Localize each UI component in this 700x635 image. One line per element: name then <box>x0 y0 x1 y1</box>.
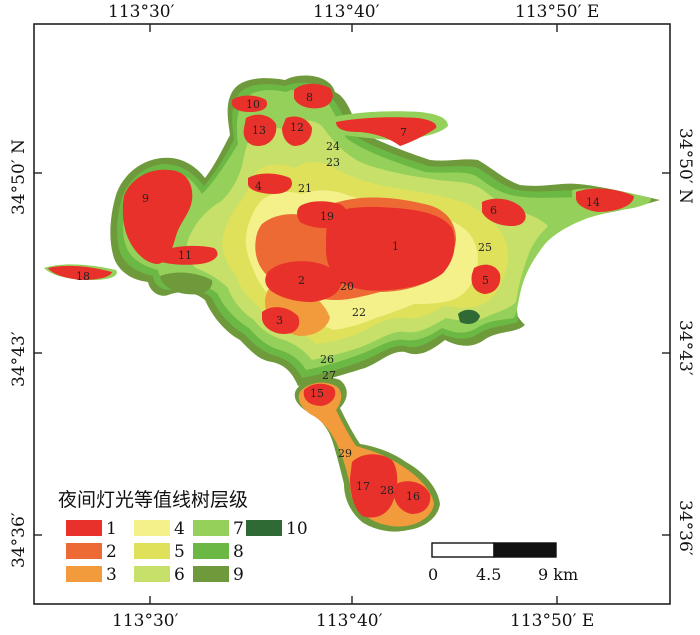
region-zone-11 <box>156 245 218 265</box>
zone-label-19: 19 <box>320 210 334 223</box>
zone-label-20: 20 <box>340 280 354 293</box>
legend-swatch-8 <box>193 543 229 559</box>
legend-swatch-6 <box>134 566 170 582</box>
lat-label-right-1: 34°50′ N <box>675 128 695 204</box>
scale-bar-white-segment <box>431 542 495 558</box>
scale-label-mid: 4.5 <box>476 565 501 584</box>
scale-label-end: 9 km <box>538 565 578 584</box>
legend-swatch-2 <box>66 543 102 559</box>
legend-swatch-5 <box>134 543 170 559</box>
zone-label-1: 1 <box>392 240 399 253</box>
zone-labels: 1 2 3 4 5 6 7 8 9 10 11 12 13 14 15 16 1… <box>76 91 600 503</box>
legend-title: 夜间灯光等值线树层级 <box>58 489 248 511</box>
region-level-10-spot <box>458 309 480 324</box>
zone-label-17: 17 <box>356 480 370 493</box>
region-zone-18 <box>48 265 112 280</box>
region-level-1-zone-3 <box>262 307 300 334</box>
legend-swatch-7 <box>193 520 229 536</box>
region-zone-15 <box>303 383 336 406</box>
zone-label-9: 9 <box>142 192 149 205</box>
legend-label-4: 4 <box>174 519 185 539</box>
legend-label-10: 10 <box>286 519 308 539</box>
lon-label-top-1: 113°30′ <box>108 2 175 22</box>
zone-label-12: 12 <box>290 121 304 134</box>
lon-label-bottom-2: 113°40′ <box>316 611 383 631</box>
region-level-1-core <box>326 206 455 291</box>
map-regions <box>44 75 661 532</box>
zone-label-21: 21 <box>298 182 312 195</box>
legend-label-2: 2 <box>106 542 117 562</box>
legend-label-5: 5 <box>174 542 185 562</box>
region-zone-10 <box>231 95 268 112</box>
region-level-1-zone-2 <box>265 261 342 302</box>
region-level-1-zone-19 <box>297 201 348 229</box>
lat-label-left-2: 34°43′ <box>9 331 29 387</box>
zone-label-25: 25 <box>478 241 492 254</box>
legend-label-6: 6 <box>174 565 185 585</box>
zone-label-11: 11 <box>178 249 192 262</box>
lon-label-bottom-1: 113°30′ <box>112 611 179 631</box>
legend-swatch-9 <box>193 566 229 582</box>
lat-label-left-3: 34°36′ <box>9 512 29 568</box>
legend-label-3: 3 <box>106 565 117 585</box>
lat-label-left-1: 34°50′ N <box>9 139 29 215</box>
zone-label-26: 26 <box>320 353 334 366</box>
lon-label-top-2: 113°40′ <box>313 2 380 22</box>
zone-label-22: 22 <box>352 306 366 319</box>
zone-label-6: 6 <box>490 204 497 217</box>
zone-label-29: 29 <box>338 447 352 460</box>
zone-label-2: 2 <box>298 274 305 287</box>
scale-bar: 0 4.5 9 km <box>428 542 578 584</box>
zone-label-10: 10 <box>246 98 260 111</box>
zone-label-23: 23 <box>326 156 340 169</box>
legend-swatch-3 <box>66 566 102 582</box>
region-zone-9 <box>122 169 193 264</box>
lon-label-top-3: 113°50′ E <box>515 2 599 22</box>
region-zone-4 <box>248 173 293 194</box>
zone-label-7: 7 <box>400 126 407 139</box>
zone-label-3: 3 <box>276 314 283 327</box>
zone-label-5: 5 <box>482 274 489 287</box>
region-zone-7 <box>336 117 437 146</box>
zone-label-8: 8 <box>306 91 313 104</box>
zone-label-13: 13 <box>252 124 266 137</box>
legend: 夜间灯光等值线树层级 1 2 3 4 5 6 7 8 9 10 <box>58 489 308 585</box>
zone-label-14: 14 <box>586 196 600 209</box>
scale-label-0: 0 <box>428 565 438 584</box>
legend-swatch-4 <box>134 520 170 536</box>
legend-swatch-1 <box>66 520 102 536</box>
region-zone-12 <box>282 116 312 146</box>
legend-label-8: 8 <box>233 542 244 562</box>
region-zone-11-shadow <box>160 272 213 295</box>
lon-label-bottom-3: 113°50′ E <box>510 611 594 631</box>
region-zone-5 <box>471 264 501 294</box>
scale-bar-black-segment <box>493 542 557 558</box>
region-zone-13 <box>243 114 277 146</box>
zone-label-24: 24 <box>326 140 340 153</box>
top-lon-ticks <box>34 24 670 604</box>
region-zone-6 <box>482 198 526 226</box>
zone-label-15: 15 <box>310 387 324 400</box>
lat-label-right-3: 34°36′ <box>675 500 695 556</box>
legend-swatch-10 <box>246 520 282 536</box>
lat-label-right-2: 34°43′ <box>675 320 695 376</box>
zone-label-27: 27 <box>322 369 336 382</box>
zone-label-18: 18 <box>76 270 90 283</box>
region-zone-8 <box>294 83 333 109</box>
legend-label-1: 1 <box>106 519 117 539</box>
region-zone-17 <box>350 454 398 518</box>
legend-label-7: 7 <box>233 519 244 539</box>
zone-label-4: 4 <box>255 180 262 193</box>
legend-items: 1 2 3 4 5 6 7 8 9 10 <box>66 519 308 585</box>
zone-label-28: 28 <box>380 484 394 497</box>
legend-label-9: 9 <box>233 565 244 585</box>
region-zone-16 <box>394 481 431 514</box>
region-zone-14 <box>576 188 634 212</box>
zone-label-16: 16 <box>406 490 420 503</box>
